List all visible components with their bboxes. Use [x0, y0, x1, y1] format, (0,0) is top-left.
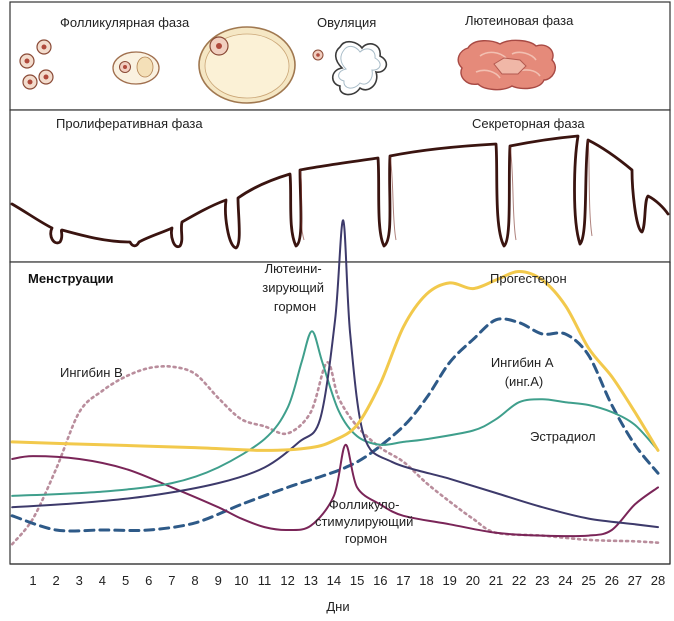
series-line-2 [10, 361, 660, 546]
ovary-panel: Фолликулярная фаза Овуляция Лютеиновая ф… [9, 1, 671, 111]
series-line-0 [11, 219, 659, 529]
x-tick-label-1: 1 [29, 573, 36, 588]
follicular-phase-label: Фолликулярная фаза [60, 15, 190, 30]
x-tick-label-26: 26 [605, 573, 619, 588]
x-tick-label-21: 21 [489, 573, 503, 588]
fsh-label-line-2: стимулирующий [315, 514, 413, 529]
series-line-4 [11, 330, 659, 497]
ovulation-label: Овуляция [317, 15, 376, 30]
mature-follicle [198, 26, 296, 104]
secondary-follicle [112, 51, 160, 85]
fsh-label-line-1: Фолликуло- [329, 497, 400, 512]
x-tick-label-10: 10 [234, 573, 248, 588]
lh-label: Лютеини- зирующий гормон [262, 261, 327, 314]
corpus-luteum [457, 39, 556, 91]
luteal-phase-label: Лютеиновая фаза [465, 13, 574, 28]
inhibin-a-label-line-2: (инг.А) [505, 374, 544, 389]
hormone-panel: Менструации Лютеини- зирующий гормон Про… [9, 219, 671, 565]
x-tick-label-12: 12 [280, 573, 294, 588]
progesterone-label: Прогестерон [490, 271, 567, 286]
x-tick-label-9: 9 [215, 573, 222, 588]
menstruation-label: Менструации [28, 271, 114, 286]
x-axis-label: Дни [326, 599, 349, 614]
x-tick-label-27: 27 [628, 573, 642, 588]
x-tick-label-14: 14 [327, 573, 341, 588]
x-axis: 1 2 3 4 5 6 7 8 9 10 11 12 13 14 15 16 17 18 19 20 21 22 23 24 2… [29, 573, 665, 588]
x-tick-label-22: 22 [512, 573, 526, 588]
x-tick-label-16: 16 [373, 573, 387, 588]
proliferative-phase-label: Пролиферативная фаза [56, 116, 203, 131]
x-tick-label-2: 2 [52, 573, 59, 588]
inhibin-a-label: Ингибин А (инг.А) [491, 355, 557, 389]
x-tick-label-15: 15 [350, 573, 364, 588]
estradiol-label: Эстрадиол [530, 429, 596, 444]
x-tick-label-17: 17 [396, 573, 410, 588]
fsh-label-line-3: гормон [345, 531, 387, 546]
series-line-5 [11, 443, 659, 538]
series-line-3 [10, 317, 660, 533]
x-tick-label-3: 3 [76, 573, 83, 588]
x-tick-label-28: 28 [651, 573, 665, 588]
x-tick-label-13: 13 [304, 573, 318, 588]
lh-label-line-3: гормон [274, 299, 316, 314]
fsh-label: Фолликуло- стимулирующий гормон [315, 497, 417, 546]
series-line-1 [10, 270, 660, 452]
x-tick-label-6: 6 [145, 573, 152, 588]
x-tick-label-25: 25 [581, 573, 595, 588]
x-tick-label-4: 4 [99, 573, 106, 588]
x-tick-label-18: 18 [419, 573, 433, 588]
lh-label-line-1: Лютеини- [265, 261, 322, 276]
x-tick-label-11: 11 [258, 573, 272, 588]
primordial-follicles [19, 39, 54, 90]
lh-label-line-2: зирующий [262, 280, 324, 295]
secretory-phase-label: Секреторная фаза [472, 116, 585, 131]
x-tick-label-8: 8 [191, 573, 198, 588]
ovulation-illustration [312, 40, 388, 96]
x-tick-label-20: 20 [466, 573, 480, 588]
x-tick-label-23: 23 [535, 573, 549, 588]
endometrium-line [10, 134, 670, 250]
x-tick-label-24: 24 [558, 573, 572, 588]
inhibin-a-label-line-1: Ингибин А [491, 355, 554, 370]
inhibin-b-label: Ингибин В [60, 365, 123, 380]
x-tick-label-7: 7 [168, 573, 175, 588]
x-tick-label-19: 19 [442, 573, 456, 588]
hormone-curves [10, 219, 660, 546]
x-tick-label-5: 5 [122, 573, 129, 588]
